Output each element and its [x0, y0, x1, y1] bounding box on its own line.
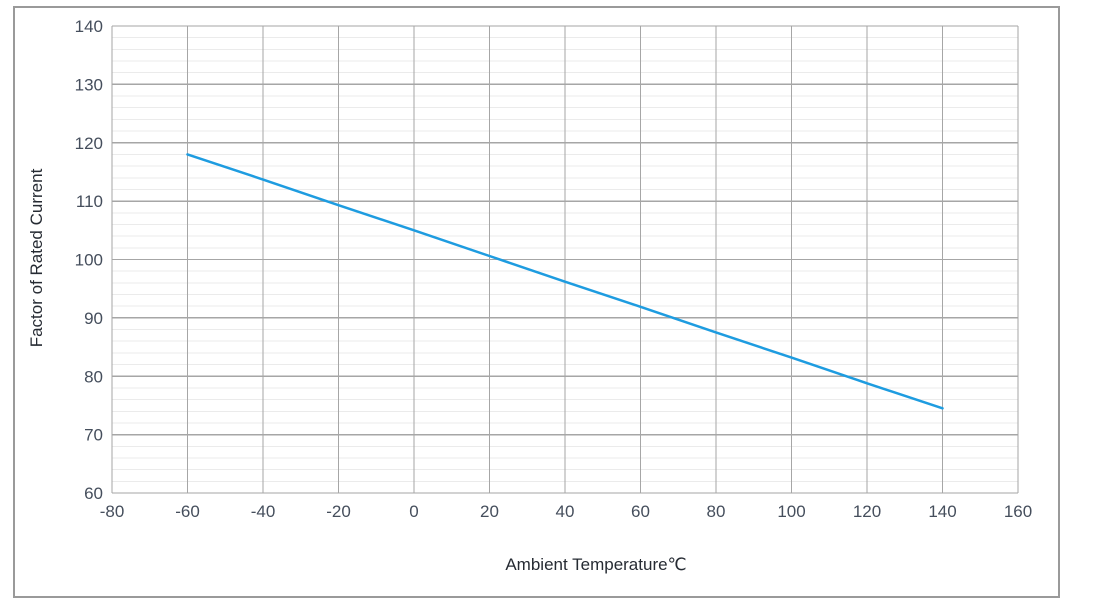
x-tick-label: 140 [928, 502, 956, 521]
x-tick-label: 100 [777, 502, 805, 521]
y-tick-label: 140 [75, 17, 103, 36]
y-tick-label: 120 [75, 134, 103, 153]
figure-border [13, 6, 1060, 598]
x-tick-label: -20 [326, 502, 351, 521]
major-gridlines [111, 25, 1019, 494]
x-tick-label: 0 [409, 502, 418, 521]
x-tick-label: 160 [1004, 502, 1032, 521]
x-tick-label: -60 [175, 502, 200, 521]
x-tick-label: 20 [480, 502, 499, 521]
y-tick-label: 80 [84, 367, 103, 386]
y-tick-label: 130 [75, 75, 103, 94]
series-line [186, 153, 944, 410]
tick-labels: 60 70 80 90 100 110 120 130 140 -80 -60 -40 -20 0 20 40… [75, 17, 1033, 521]
x-tick-label: 80 [707, 502, 726, 521]
y-axis-title: Factor of Rated Current [27, 168, 46, 347]
y-tick-label: 60 [84, 484, 103, 503]
x-tick-label: 120 [853, 502, 881, 521]
y-tick-label: 70 [84, 426, 103, 445]
x-tick-label: -80 [100, 502, 125, 521]
x-tick-label: -40 [251, 502, 276, 521]
y-tick-label: 100 [75, 251, 103, 270]
x-tick-label: 60 [631, 502, 650, 521]
series-lines [186, 153, 944, 410]
x-axis-title: Ambient Temperature℃ [505, 555, 686, 574]
y-tick-label: 110 [76, 192, 103, 211]
x-tick-label: 40 [556, 502, 575, 521]
y-tick-label: 90 [84, 309, 103, 328]
